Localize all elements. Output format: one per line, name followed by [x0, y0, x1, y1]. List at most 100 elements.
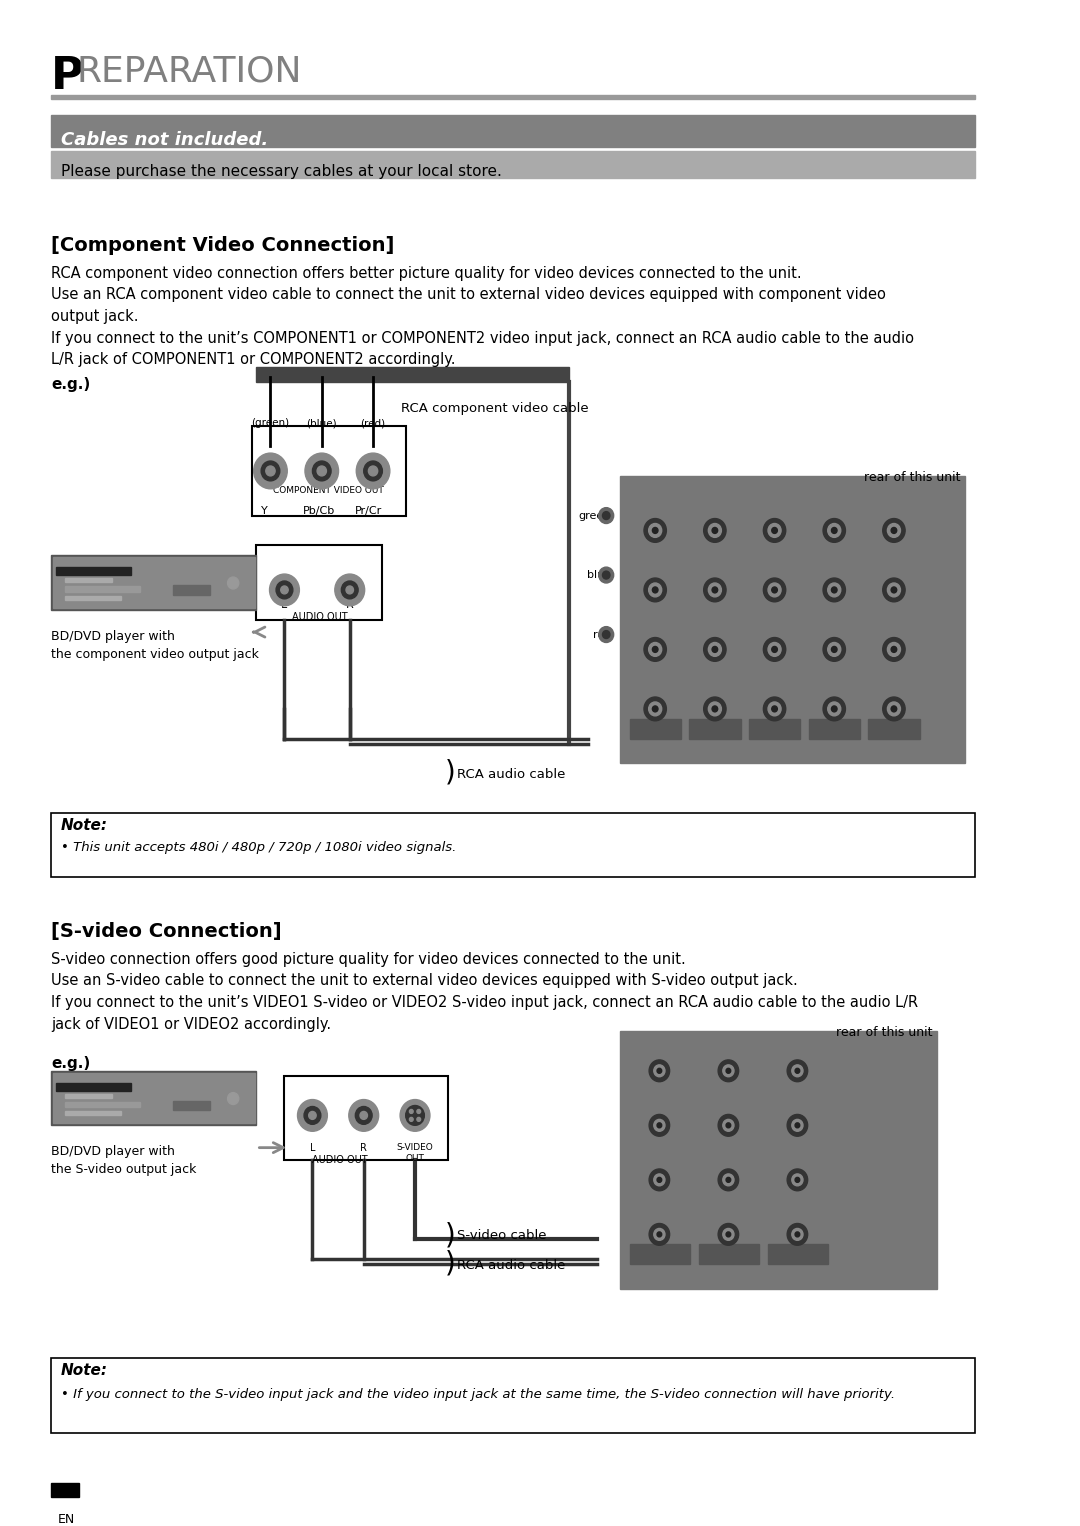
Circle shape [772, 528, 778, 534]
Circle shape [598, 508, 613, 523]
Circle shape [832, 528, 837, 534]
Circle shape [764, 578, 786, 601]
Circle shape [598, 627, 613, 642]
Circle shape [649, 1224, 670, 1245]
Circle shape [368, 465, 378, 476]
Circle shape [795, 1123, 799, 1128]
Circle shape [644, 519, 666, 542]
Text: ): ) [445, 1250, 456, 1277]
Circle shape [228, 577, 239, 589]
Circle shape [364, 461, 382, 481]
Circle shape [657, 1123, 662, 1128]
Bar [65, 595, 121, 600]
Circle shape [649, 642, 662, 656]
Circle shape [795, 1231, 799, 1238]
Bar [620, 1032, 937, 1289]
Text: rear of this unit: rear of this unit [864, 472, 960, 484]
Circle shape [644, 697, 666, 720]
Circle shape [823, 519, 846, 542]
Bar [65, 1111, 121, 1116]
Circle shape [764, 519, 786, 542]
Circle shape [652, 528, 658, 534]
Circle shape [708, 702, 721, 716]
Circle shape [356, 453, 390, 488]
Circle shape [891, 588, 896, 594]
Circle shape [723, 1173, 734, 1186]
Text: S-video cable: S-video cable [457, 1230, 546, 1242]
Circle shape [787, 1169, 808, 1190]
Circle shape [649, 1169, 670, 1190]
Bar [65, 1094, 112, 1097]
Circle shape [704, 519, 726, 542]
Circle shape [764, 638, 786, 661]
Bar [51, 114, 974, 146]
Text: (red): (red) [361, 418, 386, 429]
Text: rear of this unit: rear of this unit [836, 1025, 933, 1039]
Circle shape [795, 1178, 799, 1183]
Circle shape [409, 1109, 414, 1114]
Circle shape [891, 647, 896, 653]
Circle shape [708, 523, 721, 537]
Circle shape [723, 1065, 734, 1077]
Circle shape [768, 583, 781, 597]
Circle shape [882, 697, 905, 720]
Circle shape [653, 1065, 665, 1077]
Text: Cables not included.: Cables not included. [60, 131, 268, 150]
Circle shape [305, 1106, 321, 1125]
Circle shape [832, 588, 837, 594]
Bar [689, 719, 741, 739]
Text: • If you connect to the S-video input jack and the video input jack at the same : • If you connect to the S-video input ja… [60, 1389, 894, 1401]
Bar [56, 1083, 131, 1091]
Text: L: L [310, 1143, 315, 1154]
Bar [53, 1073, 255, 1123]
Text: EN: EN [58, 1512, 76, 1526]
Circle shape [228, 1093, 239, 1105]
Bar [51, 1483, 79, 1497]
Circle shape [792, 1228, 804, 1241]
Bar [51, 95, 974, 99]
Bar [768, 1244, 828, 1264]
Circle shape [827, 642, 840, 656]
Bar [699, 1244, 759, 1264]
Text: Pb/Cb: Pb/Cb [303, 505, 336, 516]
Circle shape [704, 638, 726, 661]
Circle shape [603, 630, 610, 638]
Bar [51, 151, 974, 179]
Circle shape [653, 1173, 665, 1186]
Circle shape [649, 583, 662, 597]
Circle shape [712, 647, 718, 653]
Text: Pr/Cr: Pr/Cr [354, 505, 381, 516]
Bar [173, 584, 210, 595]
Text: L: L [281, 600, 287, 610]
Text: BD/DVD player with
the component video output jack: BD/DVD player with the component video o… [51, 630, 259, 661]
Circle shape [787, 1114, 808, 1137]
Circle shape [704, 697, 726, 720]
Text: AUDIO OUT: AUDIO OUT [292, 612, 348, 621]
Circle shape [832, 647, 837, 653]
Circle shape [704, 578, 726, 601]
Circle shape [888, 583, 901, 597]
Bar [620, 476, 966, 763]
Text: R: R [361, 1143, 367, 1154]
Circle shape [772, 588, 778, 594]
Bar [809, 719, 860, 739]
Circle shape [712, 707, 718, 713]
Circle shape [276, 581, 293, 598]
Text: RCA audio cable: RCA audio cable [457, 769, 565, 781]
Circle shape [644, 578, 666, 601]
Text: (green): (green) [252, 418, 289, 429]
Circle shape [792, 1120, 804, 1131]
Circle shape [712, 588, 718, 594]
Circle shape [726, 1068, 731, 1073]
Circle shape [261, 461, 280, 481]
Circle shape [254, 453, 287, 488]
Circle shape [888, 642, 901, 656]
Bar [65, 586, 140, 592]
Text: S-VIDEO
OUT: S-VIDEO OUT [396, 1143, 433, 1163]
Circle shape [649, 702, 662, 716]
Circle shape [792, 1173, 804, 1186]
Circle shape [270, 574, 299, 606]
Circle shape [787, 1224, 808, 1245]
Circle shape [792, 1065, 804, 1077]
Circle shape [417, 1109, 420, 1114]
